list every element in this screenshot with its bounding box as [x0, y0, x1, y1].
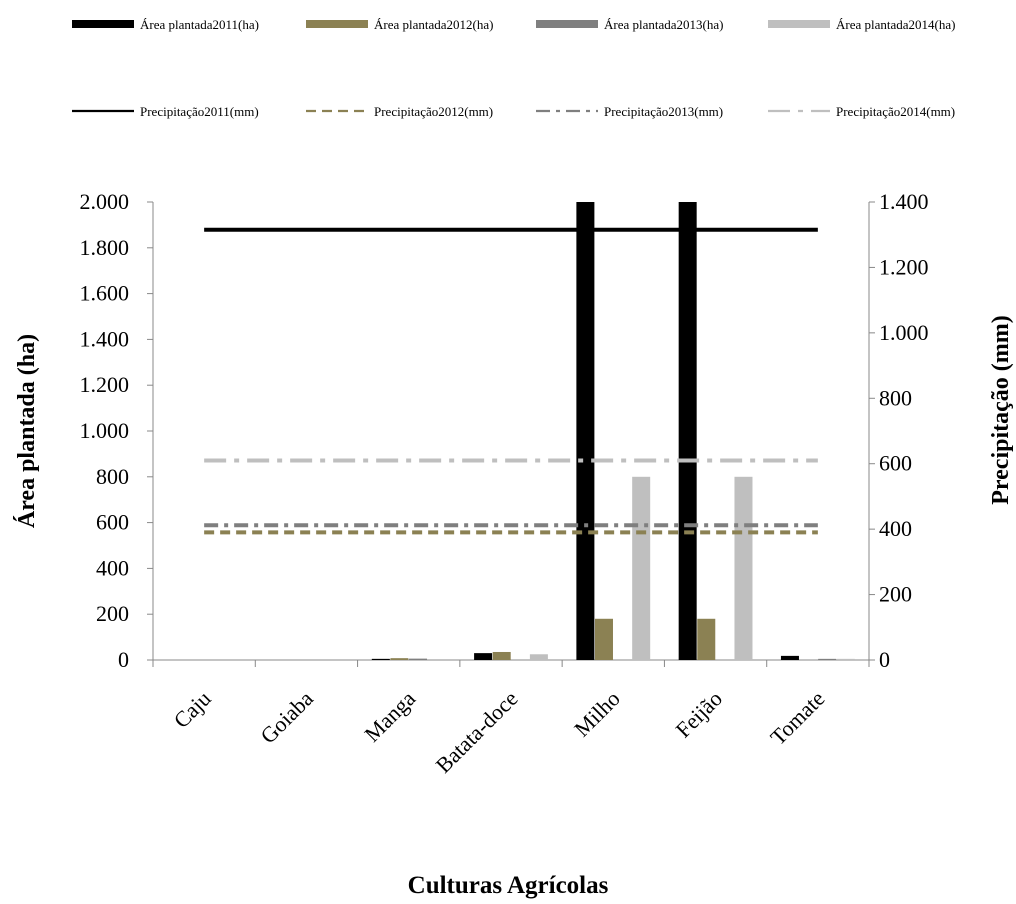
legend-line-label-4: Precipitação2014(mm): [836, 104, 955, 119]
legend-swatch-2: [306, 20, 368, 28]
y-left-tick-label: 1.000: [80, 418, 130, 443]
y-right-tick-label: 600: [879, 451, 912, 476]
y-axis-left-title: Área plantada (ha): [14, 334, 40, 528]
y-right-tick-label: 200: [879, 582, 912, 607]
bar-2: [697, 618, 716, 660]
y-left-tick-label: 400: [96, 555, 129, 580]
bar-2: [594, 618, 613, 660]
bar-1: [371, 658, 390, 660]
bars: [371, 202, 855, 660]
legend-swatch-1: [72, 20, 134, 28]
y-left-tick-label: 2.000: [80, 189, 130, 214]
axes: 0 200 400 600 800 1.000 1.200 1.400 1.600 1.800 2.…: [80, 189, 929, 778]
bar-3: [409, 658, 428, 660]
y-right-tick-label: 400: [879, 516, 912, 541]
bar-1: [576, 202, 595, 660]
y-left-tick-label: 200: [96, 601, 129, 626]
y-left-tick-label: 1.600: [80, 281, 130, 306]
y-axis-right-title: Precipitação (mm): [988, 315, 1014, 504]
y-left-tick-label: 600: [96, 510, 129, 535]
legend-line-label-1: Precipitação2011(mm): [140, 104, 259, 119]
bar-1: [678, 202, 697, 660]
bar-4: [836, 658, 855, 660]
legend-label-3: Área plantada2013(ha): [604, 17, 723, 32]
x-tick-label: Feijão: [671, 686, 728, 743]
bar-2: [390, 658, 409, 660]
precipitation-lines: [204, 227, 818, 535]
x-tick-label: Caju: [169, 686, 216, 733]
legend-line-label-3: Precipitação2013(mm): [604, 104, 723, 119]
x-tick-label: Batata-doce: [431, 686, 523, 778]
legend-line-label-2: Precipitação2012(mm): [374, 104, 493, 119]
bar-2: [492, 651, 511, 660]
legend-label-4: Área plantada2014(ha): [836, 17, 955, 32]
y-left-tick-label: 0: [118, 647, 129, 672]
y-right-tick-label: 1.400: [879, 189, 929, 214]
legend: Área plantada2011(ha) Área plantada2012(h…: [72, 17, 955, 119]
bar-1: [474, 653, 493, 660]
bar-4: [529, 654, 548, 660]
y-right-tick-label: 800: [879, 385, 912, 410]
y-left-tick-label: 1.800: [80, 235, 130, 260]
bar-1: [780, 655, 799, 660]
y-left-tick-label: 800: [96, 464, 129, 489]
x-axis-title: Culturas Agrícolas: [407, 872, 609, 899]
x-tick-label: Manga: [359, 686, 420, 747]
y-left-tick-label: 1.400: [80, 326, 130, 351]
legend-swatch-3: [536, 20, 598, 28]
x-tick-label: Goiaba: [255, 686, 318, 749]
x-tick-label: Tomate: [765, 686, 829, 750]
bar-3: [818, 658, 837, 660]
y-right-tick-label: 0: [879, 647, 890, 672]
x-tick-label: Milho: [569, 686, 625, 742]
y-right-tick-label: 1.000: [879, 320, 929, 345]
bar-4: [734, 476, 753, 660]
y-right-tick-label: 1.200: [879, 254, 929, 279]
bar-4: [632, 476, 651, 660]
legend-label-2: Área plantada2012(ha): [374, 17, 493, 32]
legend-label-1: Área plantada2011(ha): [140, 17, 259, 32]
legend-swatch-4: [768, 20, 830, 28]
y-left-tick-label: 1.200: [80, 372, 130, 397]
